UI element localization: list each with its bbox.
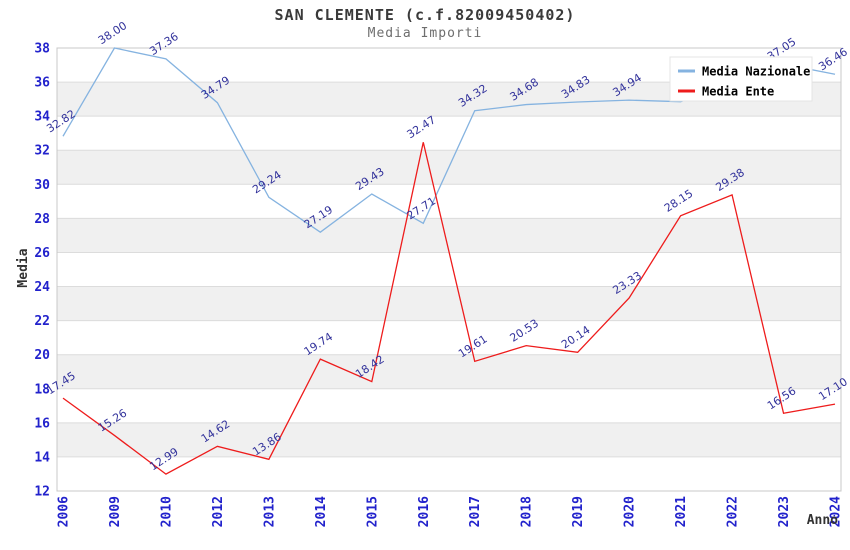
x-tick-label: 2022 [726,496,741,527]
y-tick-label: 14 [34,450,50,465]
y-tick-label: 18 [34,382,50,397]
y-tick-label: 16 [34,416,50,431]
plot-bands [57,48,841,491]
chart-title: SAN CLEMENTE (c.f.82009450402) [274,6,576,24]
gridlines [57,47,841,492]
legend-box [669,56,813,102]
y-tick-label: 12 [34,485,50,500]
x-axis-ticks: 2006 2009 2010 2012 2013 2014 2015 2016 2017 2018… [57,496,844,527]
plot-frame [56,47,842,492]
series-line-media-ente [62,142,836,475]
x-tick-label: 2014 [314,496,329,527]
x-tick-label: 2024 [829,496,844,527]
x-tick-label: 2013 [262,496,277,527]
y-tick-label: 20 [34,348,50,363]
legend: Media Nazionale Media Ente [669,56,813,102]
x-tick-label: 2010 [159,496,174,527]
x-tick-label: 2015 [365,496,380,527]
legend-label: Media Nazionale [702,65,810,79]
x-tick-label: 2020 [623,496,638,527]
chart-subtitle: Media Importi [367,26,483,41]
x-tick-label: 2021 [674,496,689,527]
legend-label: Media Ente [702,85,774,99]
y-tick-label: 22 [34,314,50,329]
x-tick-label: 2009 [108,496,123,527]
y-tick-label: 32 [34,144,50,159]
x-tick-label: 2017 [468,496,483,527]
y-tick-label: 34 [34,110,50,125]
legend-item-media-nazionale: Media Nazionale [678,65,810,79]
y-tick-label: 30 [34,178,50,193]
x-tick-label: 2016 [417,496,432,527]
y-tick-label: 26 [34,246,50,261]
x-tick-label: 2019 [571,496,586,527]
x-tick-label: 2006 [57,496,72,527]
data-label: 38.00 [96,19,129,47]
x-tick-label: 2023 [777,496,792,527]
y-tick-label: 28 [34,212,50,227]
y-axis-ticks: 12 14 16 18 20 22 24 26 28 30 32 34 36 38 [34,42,50,500]
y-tick-label: 38 [34,42,50,57]
y-tick-label: 36 [34,76,50,91]
legend-item-media-ente: Media Ente [678,85,774,99]
x-axis-title: Anno [807,513,838,528]
x-tick-label: 2012 [211,496,226,527]
y-tick-label: 24 [34,280,50,295]
x-tick-label: 2018 [520,496,535,527]
y-axis-title: Media [16,248,31,287]
